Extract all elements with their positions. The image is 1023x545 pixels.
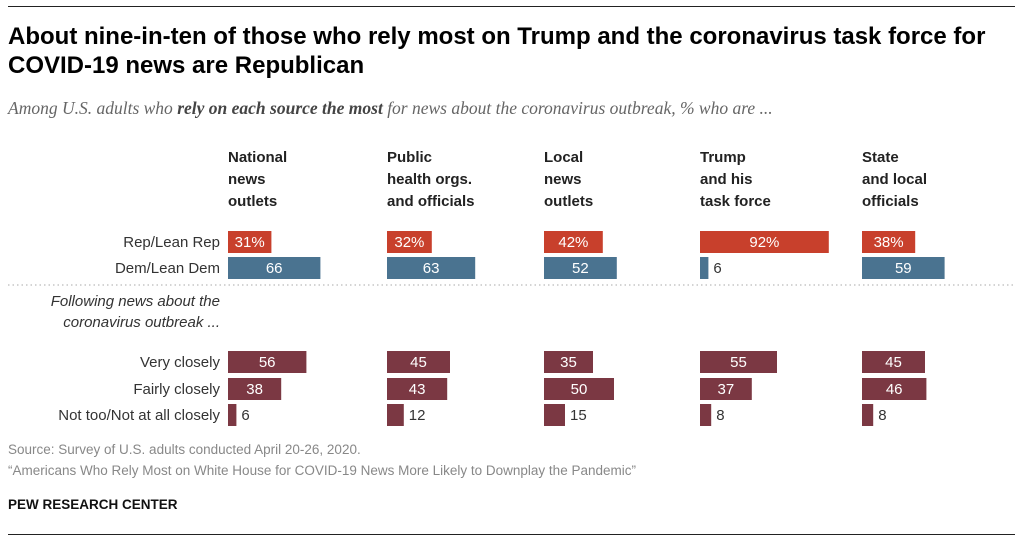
facet-header-line: news xyxy=(544,171,582,188)
data-label: 42% xyxy=(558,234,588,251)
bar xyxy=(544,231,603,253)
data-label: 6 xyxy=(241,407,249,424)
facet-header-line: State xyxy=(862,149,899,166)
section-label-line: Following news about the xyxy=(51,293,220,310)
data-label: 63 xyxy=(423,260,440,277)
chart-subtitle: Among U.S. adults who rely on each sourc… xyxy=(8,98,773,119)
bar xyxy=(544,351,593,373)
bar xyxy=(387,257,476,279)
bar xyxy=(862,404,874,426)
bar xyxy=(228,257,321,279)
subtitle-emphasis: rely on each source the most xyxy=(177,98,383,118)
bar xyxy=(228,231,272,253)
bar xyxy=(700,404,712,426)
data-label: 32% xyxy=(394,234,424,251)
data-label: 31% xyxy=(235,234,265,251)
bar xyxy=(228,404,237,426)
bar xyxy=(700,231,829,253)
bar xyxy=(387,378,448,400)
data-label: 8 xyxy=(716,407,724,424)
data-label: 46 xyxy=(886,381,903,398)
facet-header-line: officials xyxy=(862,193,919,210)
data-label: 8 xyxy=(878,407,886,424)
facet-header-line: Local xyxy=(544,149,583,166)
facet-header-line: outlets xyxy=(544,193,593,210)
bar xyxy=(544,404,565,426)
facet-header-line: Public xyxy=(387,149,432,166)
data-label: 38 xyxy=(246,381,263,398)
report-title: “Americans Who Rely Most on White House … xyxy=(8,463,636,478)
data-label: 12 xyxy=(409,407,426,424)
data-label: 55 xyxy=(730,354,747,371)
data-label: 92% xyxy=(749,234,779,251)
row-label: Rep/Lean Rep xyxy=(123,234,220,251)
bar xyxy=(862,231,916,253)
facet-header-line: outlets xyxy=(228,193,277,210)
data-label: 38% xyxy=(874,234,904,251)
chart-title: About nine-in-ten of those who rely most… xyxy=(8,23,986,79)
facet-header-line: and local xyxy=(862,171,927,188)
facet-header-line: and his xyxy=(700,171,753,188)
bar xyxy=(862,378,927,400)
facet-header-line: task force xyxy=(700,193,771,210)
bar xyxy=(544,378,614,400)
source-note: Source: Survey of U.S. adults conducted … xyxy=(8,442,361,457)
section-label-line: coronavirus outbreak ... xyxy=(63,314,220,331)
facet-header-line: health orgs. xyxy=(387,171,472,188)
facet-header-line: news xyxy=(228,171,266,188)
row-label: Fairly closely xyxy=(133,381,220,398)
bar xyxy=(700,257,709,279)
bar xyxy=(862,351,925,373)
bar xyxy=(228,351,307,373)
bar xyxy=(228,378,282,400)
data-label: 59 xyxy=(895,260,912,277)
bar xyxy=(544,257,617,279)
data-label: 66 xyxy=(266,260,283,277)
data-label: 37 xyxy=(718,381,735,398)
data-label: 43 xyxy=(409,381,426,398)
bar xyxy=(700,378,752,400)
subtitle-suffix: for news about the coronavirus outbreak,… xyxy=(382,98,773,118)
data-label: 35 xyxy=(560,354,577,371)
data-label: 15 xyxy=(570,407,587,424)
facet-header-line: and officials xyxy=(387,193,475,210)
facet-header-line: National xyxy=(228,149,287,166)
pew-brand: PEW RESEARCH CENTER xyxy=(8,497,178,512)
data-label: 6 xyxy=(713,260,721,277)
facet-header-line: Trump xyxy=(700,149,746,166)
data-label: 50 xyxy=(571,381,588,398)
bar xyxy=(387,231,432,253)
bottom-rule xyxy=(8,534,1015,535)
data-label: 45 xyxy=(885,354,902,371)
bar xyxy=(700,351,777,373)
data-label: 45 xyxy=(410,354,427,371)
subtitle-prefix: Among U.S. adults who xyxy=(8,98,178,118)
bar xyxy=(387,404,404,426)
row-label: Not too/Not at all closely xyxy=(58,407,220,424)
row-label: Very closely xyxy=(140,354,221,371)
row-label: Dem/Lean Dem xyxy=(115,260,220,277)
top-rule xyxy=(8,6,1015,7)
data-label: 56 xyxy=(259,354,276,371)
bar xyxy=(862,257,945,279)
bar xyxy=(387,351,450,373)
data-label: 52 xyxy=(572,260,589,277)
